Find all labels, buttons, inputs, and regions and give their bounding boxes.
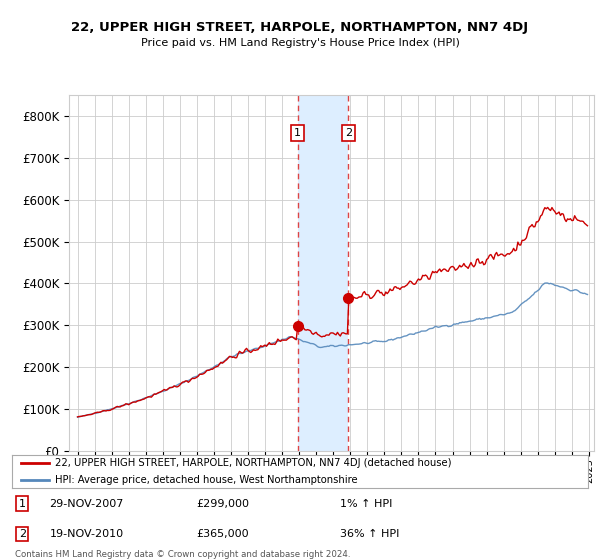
Text: HPI: Average price, detached house, West Northamptonshire: HPI: Average price, detached house, West… [55, 475, 358, 486]
Text: 22, UPPER HIGH STREET, HARPOLE, NORTHAMPTON, NN7 4DJ: 22, UPPER HIGH STREET, HARPOLE, NORTHAMP… [71, 21, 529, 34]
Text: 1: 1 [19, 498, 26, 508]
Text: 36% ↑ HPI: 36% ↑ HPI [340, 529, 400, 539]
Text: 1% ↑ HPI: 1% ↑ HPI [340, 498, 392, 508]
Text: 2: 2 [19, 529, 26, 539]
Text: 2: 2 [344, 128, 352, 138]
Text: 29-NOV-2007: 29-NOV-2007 [49, 498, 124, 508]
Text: 19-NOV-2010: 19-NOV-2010 [49, 529, 124, 539]
Bar [298, 95, 348, 451]
Text: Price paid vs. HM Land Registry's House Price Index (HPI): Price paid vs. HM Land Registry's House … [140, 38, 460, 48]
Text: Contains HM Land Registry data © Crown copyright and database right 2024.
This d: Contains HM Land Registry data © Crown c… [15, 550, 350, 560]
Text: £365,000: £365,000 [196, 529, 249, 539]
Text: 22, UPPER HIGH STREET, HARPOLE, NORTHAMPTON, NN7 4DJ (detached house): 22, UPPER HIGH STREET, HARPOLE, NORTHAMP… [55, 459, 452, 469]
Text: 1: 1 [294, 128, 301, 138]
Text: £299,000: £299,000 [196, 498, 250, 508]
